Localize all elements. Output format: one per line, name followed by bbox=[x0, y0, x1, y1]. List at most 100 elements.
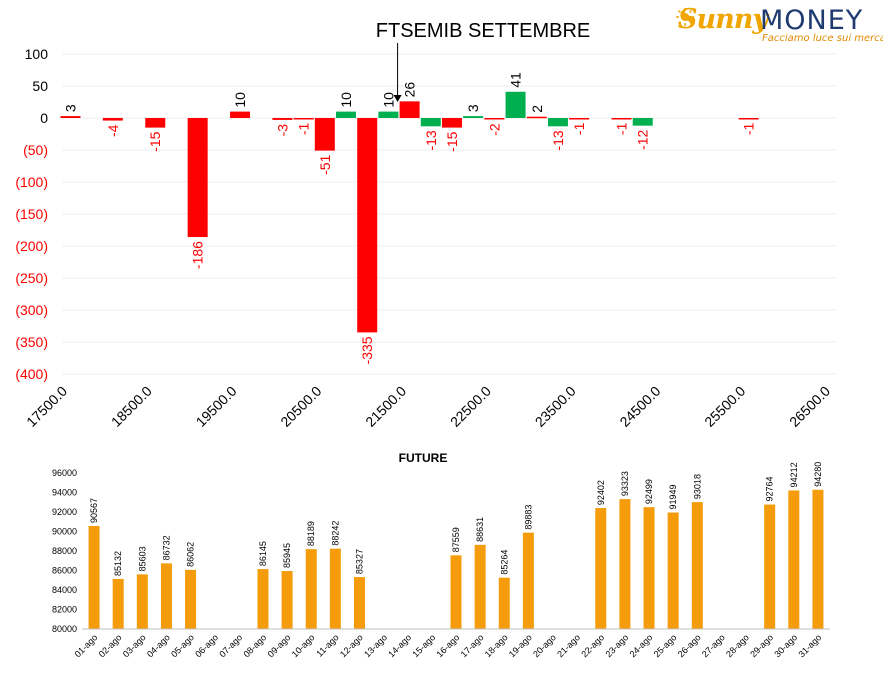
x-tick-label: 25500.0 bbox=[701, 383, 748, 430]
bar-value-label: 85132 bbox=[113, 551, 123, 576]
x-tick-label: 21500.0 bbox=[362, 383, 409, 430]
bar bbox=[788, 490, 800, 629]
x-tick-label: 10-ago bbox=[290, 632, 317, 659]
x-tick-label: 20500.0 bbox=[277, 383, 324, 430]
x-tick-label: 14-ago bbox=[386, 632, 413, 659]
bar-value-label: 3 bbox=[62, 104, 78, 112]
logo-brand-left: Sunny bbox=[678, 4, 768, 35]
x-tick-label: 02-ago bbox=[97, 632, 124, 659]
bar-value-label: -13 bbox=[550, 130, 566, 150]
bar-value-label: 87559 bbox=[451, 527, 461, 552]
bar-value-label: 3 bbox=[465, 104, 481, 112]
x-tick-label: 07-ago bbox=[217, 632, 244, 659]
bar bbox=[336, 111, 357, 118]
y-tick-label: 0 bbox=[40, 110, 48, 126]
x-tick-label: 26500.0 bbox=[786, 383, 833, 430]
x-tick-label: 18-ago bbox=[483, 632, 510, 659]
y-tick-label: (250) bbox=[15, 270, 48, 286]
bar bbox=[357, 118, 378, 333]
future-chart-data-labels: 90567 85132 85603 86732 86062 86145 85945 88189… bbox=[89, 462, 823, 576]
annotation-arrow bbox=[393, 43, 402, 102]
bar-value-label: 94212 bbox=[789, 462, 799, 487]
bar-value-label: 85945 bbox=[282, 543, 292, 568]
y-tick-label: 94000 bbox=[52, 488, 77, 498]
bar bbox=[498, 577, 510, 629]
bar bbox=[643, 507, 655, 629]
sun-icon bbox=[676, 8, 694, 26]
bar bbox=[619, 499, 631, 629]
y-tick-label: 82000 bbox=[52, 605, 77, 615]
bar-value-label: 92764 bbox=[765, 477, 775, 502]
logo-tagline: Facciamo luce sui mercati bbox=[762, 33, 883, 44]
x-tick-label: 06-ago bbox=[193, 632, 220, 659]
x-tick-label: 03-ago bbox=[121, 632, 148, 659]
bar bbox=[420, 118, 441, 127]
x-tick-label: 26-ago bbox=[676, 632, 703, 659]
bar-value-label: -1 bbox=[296, 122, 312, 135]
x-tick-label: 15-ago bbox=[410, 632, 437, 659]
bar bbox=[145, 118, 166, 128]
x-tick-label: 16-ago bbox=[435, 632, 462, 659]
bar bbox=[378, 111, 399, 118]
x-tick-label: 22-ago bbox=[579, 632, 606, 659]
y-tick-label: 80000 bbox=[52, 624, 77, 634]
bar bbox=[187, 118, 208, 238]
bar bbox=[441, 118, 462, 128]
y-tick-label: (100) bbox=[15, 174, 48, 190]
logo-brand-right: MONEY bbox=[760, 5, 864, 36]
bar-value-label: -1 bbox=[571, 122, 587, 135]
bar bbox=[160, 563, 172, 629]
bar-value-label: -186 bbox=[190, 241, 206, 269]
x-tick-label: 27-ago bbox=[700, 632, 727, 659]
bar-value-label: -1 bbox=[741, 122, 757, 135]
x-tick-label: 11-ago bbox=[314, 632, 340, 658]
bar-value-label: 10 bbox=[380, 92, 396, 108]
bar bbox=[474, 544, 486, 629]
y-tick-label: (150) bbox=[15, 206, 48, 222]
bar bbox=[305, 549, 317, 629]
bar-value-label: 85603 bbox=[137, 546, 147, 571]
x-tick-label: 05-ago bbox=[169, 632, 196, 659]
bar bbox=[463, 116, 484, 118]
top-chart-gridlines bbox=[62, 53, 836, 375]
chart-title-ftsemib: FTSEMIB SETTEMBRE bbox=[376, 20, 590, 42]
top-chart-data-labels: 3 -4 -15 -186 10 -3 -1 -51 10 -335 10 26 -13 -15 3 -2 41… bbox=[62, 72, 756, 364]
bar bbox=[691, 502, 703, 629]
x-tick-label: 20-ago bbox=[531, 632, 558, 659]
bar bbox=[595, 508, 607, 629]
bar-value-label: -335 bbox=[359, 336, 375, 364]
future-chart-x-axis: 01-ago02-ago03-ago04-ago05-ago06-ago07-a… bbox=[73, 628, 830, 659]
bar bbox=[185, 569, 197, 629]
x-tick-label: 17500.0 bbox=[23, 383, 70, 430]
x-tick-label: 21-ago bbox=[555, 632, 582, 659]
x-tick-label: 30-ago bbox=[772, 632, 799, 659]
bar-value-label: 86145 bbox=[258, 541, 268, 566]
bar-value-label: 93323 bbox=[620, 471, 630, 496]
bar-value-label: 92499 bbox=[644, 479, 654, 504]
bar-value-label: 88242 bbox=[330, 521, 340, 546]
bar-value-label: 10 bbox=[338, 92, 354, 108]
chart-title-future: FUTURE bbox=[399, 451, 448, 465]
bar bbox=[329, 548, 341, 629]
bar-value-label: 88189 bbox=[306, 521, 316, 546]
y-tick-label: (50) bbox=[23, 142, 48, 158]
x-tick-label: 12-ago bbox=[338, 632, 365, 659]
y-tick-label: (400) bbox=[15, 366, 48, 382]
x-tick-label: 19500.0 bbox=[193, 383, 240, 430]
bar bbox=[112, 578, 124, 629]
bar-value-label: 92402 bbox=[596, 480, 606, 505]
bar bbox=[522, 532, 534, 629]
y-tick-label: 96000 bbox=[52, 468, 77, 478]
x-tick-label: 29-ago bbox=[748, 632, 775, 659]
top-chart-y-axis: 100 50 0 (50) (100) (150) (200) (250) (300) (350)… bbox=[15, 46, 48, 382]
bar-value-label: 90567 bbox=[89, 498, 99, 523]
x-tick-label: 04-ago bbox=[145, 632, 172, 659]
bar bbox=[505, 91, 526, 118]
bar-value-label: -13 bbox=[423, 130, 439, 150]
bar-value-label: -15 bbox=[147, 131, 163, 151]
bar bbox=[484, 118, 505, 120]
top-chart-bars bbox=[60, 91, 759, 333]
x-tick-label: 01-ago bbox=[73, 632, 100, 659]
y-tick-label: 50 bbox=[32, 78, 48, 94]
bar-value-label: 86062 bbox=[186, 542, 196, 567]
